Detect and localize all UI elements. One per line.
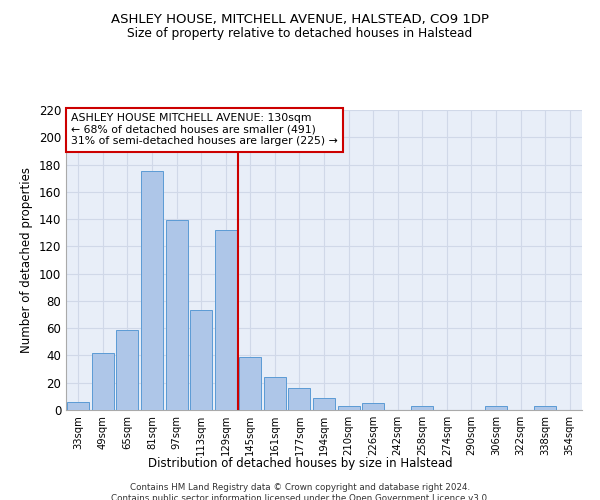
Bar — [215, 230, 237, 410]
Bar — [362, 403, 384, 410]
Text: Distribution of detached houses by size in Halstead: Distribution of detached houses by size … — [148, 458, 452, 470]
Text: ASHLEY HOUSE MITCHELL AVENUE: 130sqm
← 68% of detached houses are smaller (491)
: ASHLEY HOUSE MITCHELL AVENUE: 130sqm ← 6… — [71, 113, 338, 146]
Bar — [338, 406, 359, 410]
Bar — [166, 220, 188, 410]
Bar — [289, 388, 310, 410]
Bar — [67, 402, 89, 410]
Text: Contains public sector information licensed under the Open Government Licence v3: Contains public sector information licen… — [110, 494, 490, 500]
Bar — [141, 172, 163, 410]
Bar — [116, 330, 139, 410]
Bar — [411, 406, 433, 410]
Y-axis label: Number of detached properties: Number of detached properties — [20, 167, 33, 353]
Bar — [485, 406, 507, 410]
Bar — [239, 357, 262, 410]
Bar — [313, 398, 335, 410]
Bar — [92, 352, 114, 410]
Text: ASHLEY HOUSE, MITCHELL AVENUE, HALSTEAD, CO9 1DP: ASHLEY HOUSE, MITCHELL AVENUE, HALSTEAD,… — [111, 12, 489, 26]
Text: Contains HM Land Registry data © Crown copyright and database right 2024.: Contains HM Land Registry data © Crown c… — [130, 482, 470, 492]
Bar — [534, 406, 556, 410]
Bar — [264, 378, 286, 410]
Bar — [190, 310, 212, 410]
Text: Size of property relative to detached houses in Halstead: Size of property relative to detached ho… — [127, 28, 473, 40]
